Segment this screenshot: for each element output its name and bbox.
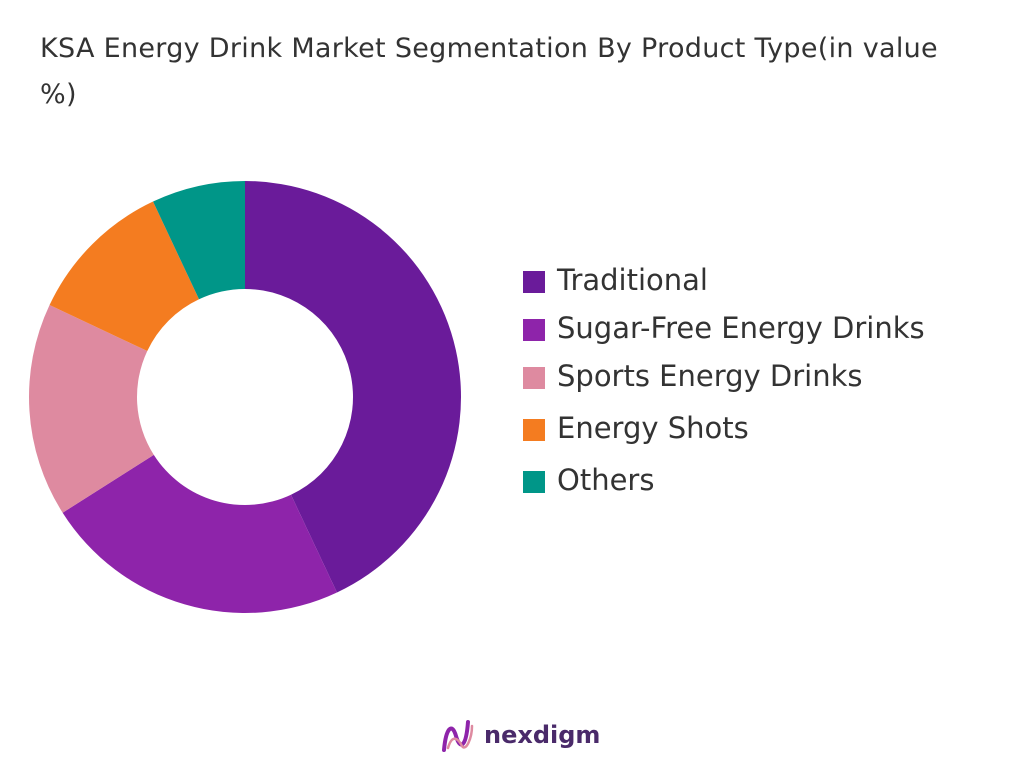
- legend-label: Sports Energy Drinks: [557, 359, 863, 393]
- donut-slice: [62, 454, 337, 613]
- legend-label: Others: [557, 463, 654, 497]
- legend-swatch: [523, 367, 545, 389]
- legend-label: Energy Shots: [557, 411, 749, 445]
- legend-swatch: [523, 319, 545, 341]
- legend-swatch: [523, 271, 545, 293]
- donut-slice: [28, 305, 154, 513]
- donut-slice: [245, 181, 462, 593]
- legend-swatch: [523, 419, 545, 441]
- brand-name: nexdigm: [484, 721, 600, 749]
- donut-slice: [153, 181, 245, 300]
- donut-slice: [49, 201, 200, 352]
- legend-label: Traditional: [556, 263, 708, 297]
- legend-swatch: [523, 471, 545, 493]
- logo-icon: [442, 720, 474, 752]
- chart-title: KSA Energy Drink Market Segmentation By …: [40, 33, 938, 110]
- legend-label: Sugar-Free Energy Drinks: [557, 311, 925, 345]
